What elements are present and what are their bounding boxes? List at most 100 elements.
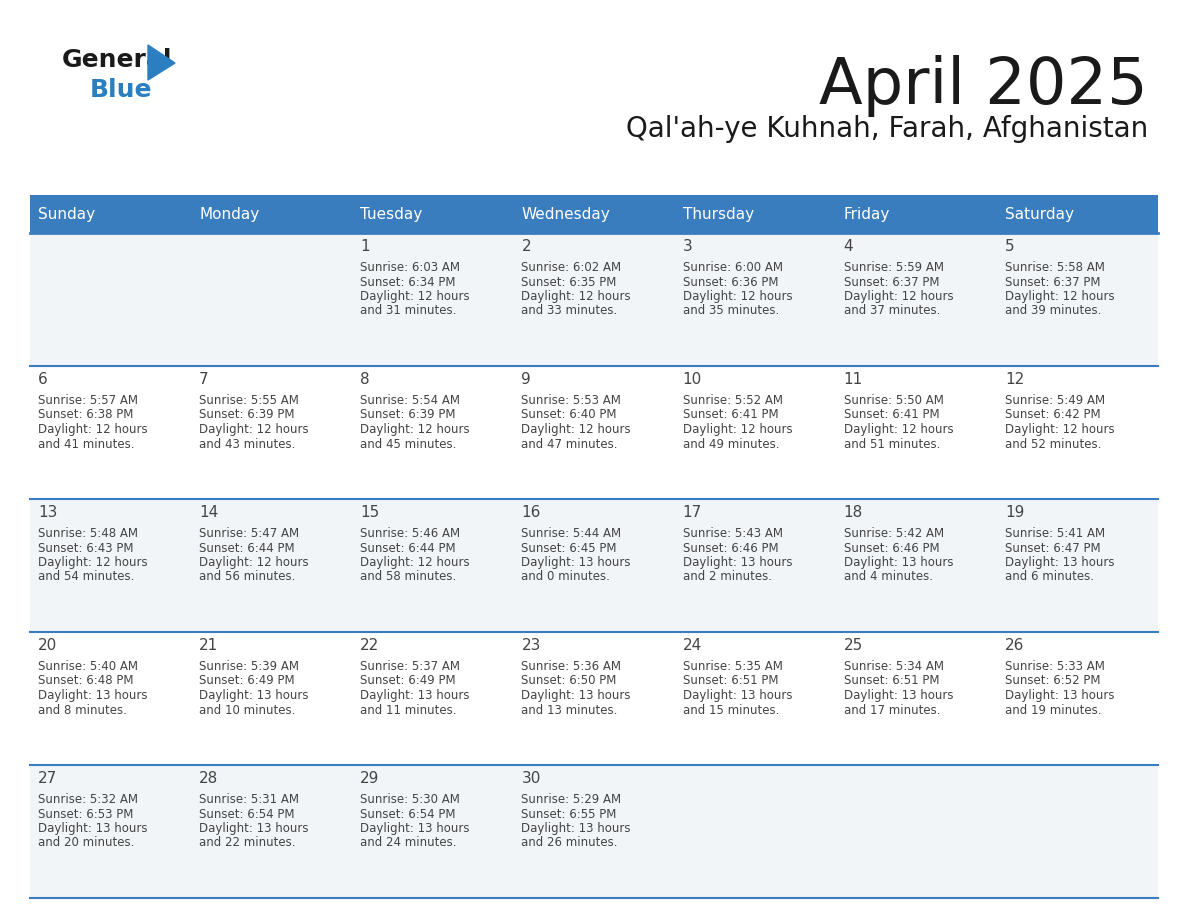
Text: Sunset: 6:45 PM: Sunset: 6:45 PM (522, 542, 617, 554)
Text: Sunset: 6:34 PM: Sunset: 6:34 PM (360, 275, 456, 288)
Text: Daylight: 13 hours: Daylight: 13 hours (683, 556, 792, 569)
Text: Sunrise: 5:59 AM: Sunrise: 5:59 AM (843, 261, 943, 274)
Text: 28: 28 (200, 771, 219, 786)
Text: and 11 minutes.: and 11 minutes. (360, 703, 456, 717)
Text: Sunrise: 5:53 AM: Sunrise: 5:53 AM (522, 394, 621, 407)
Text: Sunset: 6:49 PM: Sunset: 6:49 PM (200, 675, 295, 688)
Text: Daylight: 13 hours: Daylight: 13 hours (360, 689, 469, 702)
Text: 16: 16 (522, 505, 541, 520)
Text: Sunset: 6:40 PM: Sunset: 6:40 PM (522, 409, 617, 421)
Text: Sunrise: 5:52 AM: Sunrise: 5:52 AM (683, 394, 783, 407)
Text: Daylight: 12 hours: Daylight: 12 hours (1005, 290, 1114, 303)
Text: Sunrise: 5:31 AM: Sunrise: 5:31 AM (200, 793, 299, 806)
Text: and 45 minutes.: and 45 minutes. (360, 438, 456, 451)
Text: Sunset: 6:50 PM: Sunset: 6:50 PM (522, 675, 617, 688)
Text: Sunset: 6:49 PM: Sunset: 6:49 PM (360, 675, 456, 688)
Text: Blue: Blue (90, 78, 152, 102)
Text: Sunday: Sunday (38, 207, 95, 221)
Text: Sunset: 6:35 PM: Sunset: 6:35 PM (522, 275, 617, 288)
Text: and 15 minutes.: and 15 minutes. (683, 703, 779, 717)
Text: Daylight: 12 hours: Daylight: 12 hours (522, 290, 631, 303)
Text: Daylight: 13 hours: Daylight: 13 hours (522, 689, 631, 702)
Text: 6: 6 (38, 372, 48, 387)
Text: and 37 minutes.: and 37 minutes. (843, 305, 940, 318)
Text: Sunset: 6:52 PM: Sunset: 6:52 PM (1005, 675, 1100, 688)
Text: and 26 minutes.: and 26 minutes. (522, 836, 618, 849)
Text: Daylight: 13 hours: Daylight: 13 hours (522, 822, 631, 835)
Text: and 43 minutes.: and 43 minutes. (200, 438, 296, 451)
Text: 15: 15 (360, 505, 379, 520)
Bar (30, 366, 1158, 499)
Text: Daylight: 13 hours: Daylight: 13 hours (38, 689, 147, 702)
Text: 10: 10 (683, 372, 702, 387)
Text: and 13 minutes.: and 13 minutes. (522, 703, 618, 717)
Text: and 58 minutes.: and 58 minutes. (360, 570, 456, 584)
Text: Sunset: 6:54 PM: Sunset: 6:54 PM (200, 808, 295, 821)
Text: and 49 minutes.: and 49 minutes. (683, 438, 779, 451)
Text: and 52 minutes.: and 52 minutes. (1005, 438, 1101, 451)
Text: Daylight: 12 hours: Daylight: 12 hours (1005, 423, 1114, 436)
Text: Daylight: 12 hours: Daylight: 12 hours (360, 556, 470, 569)
Text: Daylight: 12 hours: Daylight: 12 hours (843, 290, 953, 303)
Text: Daylight: 13 hours: Daylight: 13 hours (200, 822, 309, 835)
Text: 8: 8 (360, 372, 369, 387)
Text: Sunrise: 5:44 AM: Sunrise: 5:44 AM (522, 527, 621, 540)
Text: and 6 minutes.: and 6 minutes. (1005, 570, 1094, 584)
Text: Tuesday: Tuesday (360, 207, 423, 221)
Text: Daylight: 13 hours: Daylight: 13 hours (1005, 556, 1114, 569)
Text: Daylight: 12 hours: Daylight: 12 hours (38, 556, 147, 569)
Text: Wednesday: Wednesday (522, 207, 611, 221)
Text: Sunset: 6:36 PM: Sunset: 6:36 PM (683, 275, 778, 288)
Text: Thursday: Thursday (683, 207, 753, 221)
Bar (30, 632, 1158, 765)
Text: Sunrise: 5:33 AM: Sunrise: 5:33 AM (1005, 660, 1105, 673)
Text: Sunrise: 5:41 AM: Sunrise: 5:41 AM (1005, 527, 1105, 540)
Text: 3: 3 (683, 239, 693, 254)
Text: Sunrise: 5:50 AM: Sunrise: 5:50 AM (843, 394, 943, 407)
Text: and 22 minutes.: and 22 minutes. (200, 836, 296, 849)
Text: Daylight: 13 hours: Daylight: 13 hours (843, 689, 953, 702)
Text: Sunrise: 6:03 AM: Sunrise: 6:03 AM (360, 261, 460, 274)
Text: Monday: Monday (200, 207, 259, 221)
Text: 17: 17 (683, 505, 702, 520)
Text: and 20 minutes.: and 20 minutes. (38, 836, 134, 849)
Text: Sunrise: 5:30 AM: Sunrise: 5:30 AM (360, 793, 460, 806)
Text: and 10 minutes.: and 10 minutes. (200, 703, 296, 717)
Text: Sunrise: 5:37 AM: Sunrise: 5:37 AM (360, 660, 460, 673)
Text: Sunrise: 5:42 AM: Sunrise: 5:42 AM (843, 527, 943, 540)
Text: and 33 minutes.: and 33 minutes. (522, 305, 618, 318)
Text: 9: 9 (522, 372, 531, 387)
Text: Sunrise: 5:29 AM: Sunrise: 5:29 AM (522, 793, 621, 806)
Text: Daylight: 12 hours: Daylight: 12 hours (38, 423, 147, 436)
Text: Sunset: 6:37 PM: Sunset: 6:37 PM (1005, 275, 1100, 288)
Text: Sunset: 6:44 PM: Sunset: 6:44 PM (360, 542, 456, 554)
Text: Sunset: 6:39 PM: Sunset: 6:39 PM (200, 409, 295, 421)
Text: Sunset: 6:44 PM: Sunset: 6:44 PM (200, 542, 295, 554)
Text: Sunrise: 5:36 AM: Sunrise: 5:36 AM (522, 660, 621, 673)
Text: Daylight: 12 hours: Daylight: 12 hours (683, 290, 792, 303)
Text: Daylight: 13 hours: Daylight: 13 hours (38, 822, 147, 835)
Text: Sunrise: 5:40 AM: Sunrise: 5:40 AM (38, 660, 138, 673)
Text: Daylight: 13 hours: Daylight: 13 hours (843, 556, 953, 569)
Text: Daylight: 12 hours: Daylight: 12 hours (200, 556, 309, 569)
Text: 5: 5 (1005, 239, 1015, 254)
Text: Sunrise: 5:47 AM: Sunrise: 5:47 AM (200, 527, 299, 540)
Text: Sunrise: 5:48 AM: Sunrise: 5:48 AM (38, 527, 138, 540)
Text: Daylight: 12 hours: Daylight: 12 hours (843, 423, 953, 436)
Text: Sunset: 6:53 PM: Sunset: 6:53 PM (38, 808, 133, 821)
Text: Sunset: 6:46 PM: Sunset: 6:46 PM (683, 542, 778, 554)
Text: 29: 29 (360, 771, 380, 786)
Text: and 39 minutes.: and 39 minutes. (1005, 305, 1101, 318)
Text: 1: 1 (360, 239, 369, 254)
Text: Sunrise: 5:54 AM: Sunrise: 5:54 AM (360, 394, 460, 407)
Text: Daylight: 13 hours: Daylight: 13 hours (522, 556, 631, 569)
Text: and 41 minutes.: and 41 minutes. (38, 438, 134, 451)
Polygon shape (148, 45, 175, 80)
Text: 26: 26 (1005, 638, 1024, 653)
Text: 2: 2 (522, 239, 531, 254)
Text: and 47 minutes.: and 47 minutes. (522, 438, 618, 451)
Text: Sunset: 6:54 PM: Sunset: 6:54 PM (360, 808, 456, 821)
Text: Daylight: 13 hours: Daylight: 13 hours (200, 689, 309, 702)
Text: and 31 minutes.: and 31 minutes. (360, 305, 456, 318)
Text: and 35 minutes.: and 35 minutes. (683, 305, 779, 318)
